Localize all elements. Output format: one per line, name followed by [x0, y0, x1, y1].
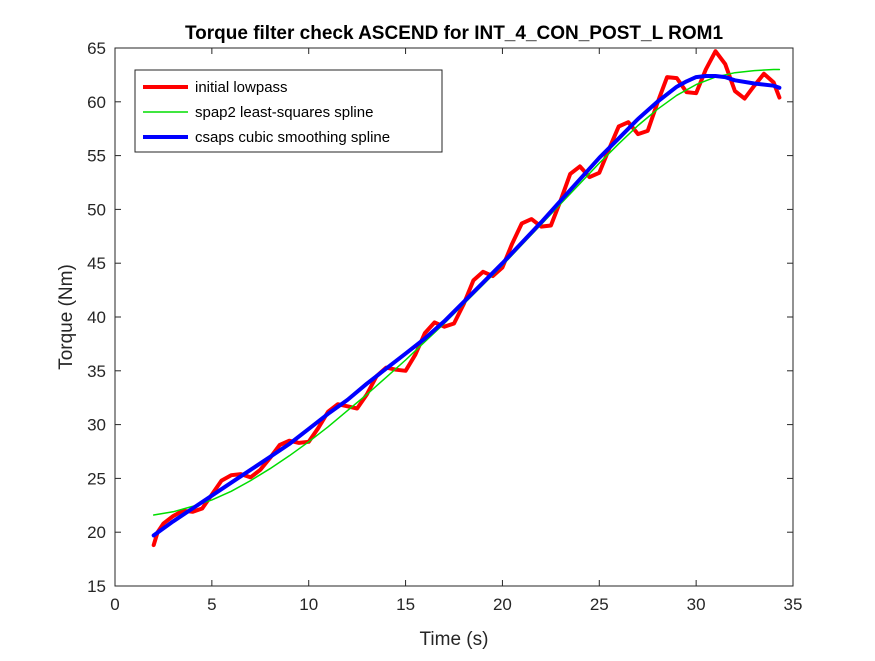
x-tick-label: 20 [493, 595, 512, 614]
y-tick-label: 60 [87, 93, 106, 112]
y-axis-label: Torque (Nm) [56, 264, 77, 370]
x-tick-label: 25 [590, 595, 609, 614]
y-tick-label: 15 [87, 577, 106, 596]
y-tick-label: 55 [87, 147, 106, 166]
series-layer [151, 49, 782, 548]
y-tick-label: 45 [87, 254, 106, 273]
y-tick-label: 40 [87, 308, 106, 327]
legend-label-initial-lowpass: initial lowpass [195, 79, 288, 96]
x-tick-label: 30 [687, 595, 706, 614]
x-tick-label: 10 [299, 595, 318, 614]
axes-layer: 0 5 10 15 20 25 30 35 15 20 25 30 35 40 45 50 55 60 65 [87, 39, 802, 614]
y-tick-label: 20 [87, 523, 106, 542]
y-tick-label: 25 [87, 469, 106, 488]
legend-label-spap2: spap2 least-squares spline [195, 104, 373, 121]
x-tick-label: 5 [207, 595, 216, 614]
x-tick-label: 0 [110, 595, 119, 614]
y-tick-label: 50 [87, 200, 106, 219]
legend-label-csaps: csaps cubic smoothing spline [195, 129, 390, 146]
x-tick-label: 15 [396, 595, 415, 614]
y-tick-label: 65 [87, 39, 106, 58]
chart-title: Torque filter check ASCEND for INT_4_CON… [185, 23, 724, 44]
legend: initial lowpass spap2 least-squares spli… [134, 69, 443, 153]
x-axis-label: Time (s) [420, 629, 489, 650]
y-tick-label: 35 [87, 362, 106, 381]
x-tick-label: 35 [784, 595, 803, 614]
series-line-csaps-cubic-smoothing-spline [151, 74, 782, 538]
y-tick-label: 30 [87, 416, 106, 435]
